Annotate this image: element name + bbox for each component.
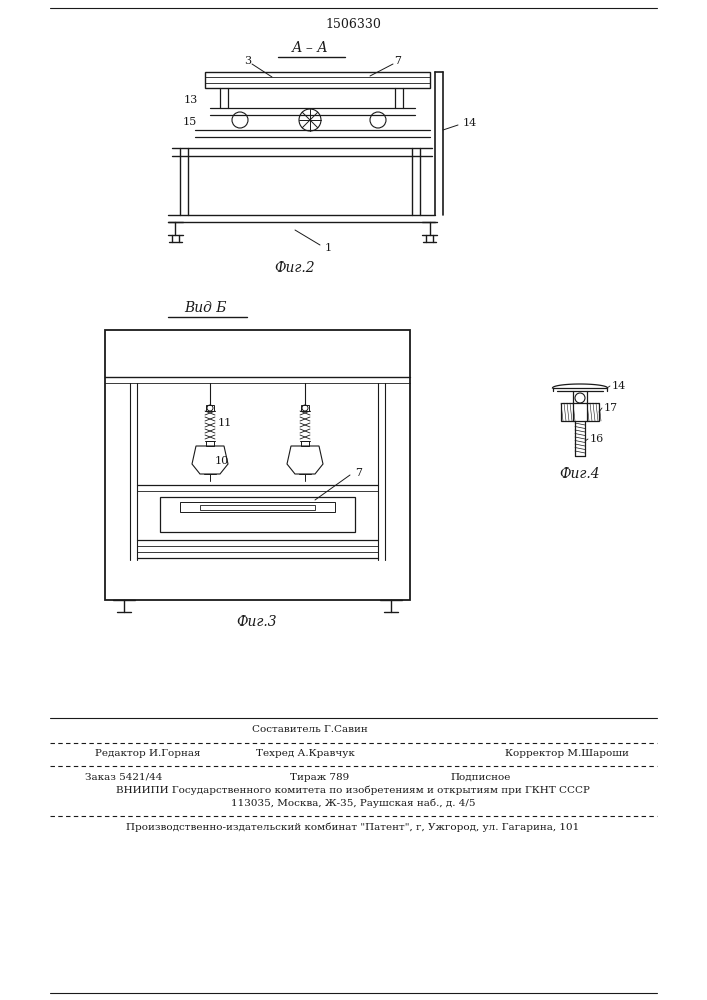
Text: Производственно-издательский комбинат "Патент", г, Ужгород, ул. Гагарина, 101: Производственно-издательский комбинат "П…: [127, 822, 580, 832]
Bar: [206, 405, 214, 411]
Bar: [301, 441, 309, 446]
Text: 16: 16: [590, 434, 604, 444]
Text: Редактор И.Горная: Редактор И.Горная: [95, 748, 201, 758]
Text: Составитель Г.Савин: Составитель Г.Савин: [252, 726, 368, 734]
Text: Техред А.Кравчук: Техред А.Кравчук: [255, 748, 354, 758]
Text: 13: 13: [184, 95, 198, 105]
Text: Тираж 789: Тираж 789: [290, 772, 349, 782]
Bar: [205, 72, 430, 88]
Text: Заказ 5421/44: Заказ 5421/44: [85, 772, 163, 782]
Bar: [105, 330, 410, 600]
Text: 1: 1: [325, 243, 332, 253]
Text: ВНИИПИ Государственного комитета по изобретениям и открытиям при ГКНТ СССР: ВНИИПИ Государственного комитета по изоб…: [116, 785, 590, 795]
Text: 1506330: 1506330: [325, 18, 381, 31]
Text: 7: 7: [355, 468, 362, 478]
Text: 113035, Москва, Ж-35, Раушская наб., д. 4/5: 113035, Москва, Ж-35, Раушская наб., д. …: [230, 798, 475, 808]
Text: Фиг.4: Фиг.4: [560, 467, 600, 481]
Text: 14: 14: [612, 381, 626, 391]
Text: Фиг.2: Фиг.2: [275, 261, 315, 275]
Text: 3: 3: [245, 56, 252, 66]
Bar: [301, 405, 309, 411]
Text: Фиг.3: Фиг.3: [237, 615, 277, 629]
Text: 10: 10: [215, 456, 229, 466]
Text: Вид Б: Вид Б: [184, 301, 226, 315]
Bar: [561, 403, 599, 421]
Bar: [160, 497, 355, 532]
Text: Корректор М.Шароши: Корректор М.Шароши: [505, 748, 629, 758]
Text: Подписное: Подписное: [450, 772, 510, 782]
Text: А – А: А – А: [291, 41, 328, 55]
Text: 17: 17: [604, 403, 618, 413]
Bar: [206, 441, 214, 446]
Text: 15: 15: [182, 117, 197, 127]
Text: 11: 11: [218, 418, 233, 428]
Bar: [180, 502, 335, 512]
Text: 14: 14: [463, 118, 477, 128]
Text: 7: 7: [395, 56, 402, 66]
Bar: [200, 505, 315, 510]
